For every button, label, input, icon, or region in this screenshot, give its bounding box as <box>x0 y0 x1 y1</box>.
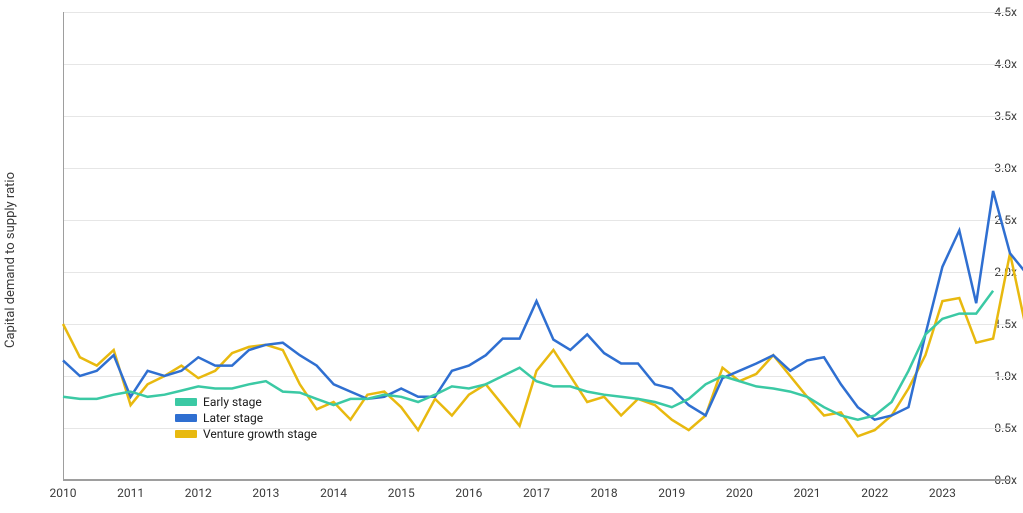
x-tick-label: 2022 <box>861 482 888 500</box>
legend-label: Later stage <box>203 411 263 425</box>
x-tick-label: 2023 <box>929 482 956 500</box>
x-tick-label: 2011 <box>117 482 144 500</box>
legend-label: Venture growth stage <box>203 427 317 441</box>
legend: Early stage Later stage Venture growth sta… <box>175 395 317 441</box>
x-tick-label: 2018 <box>591 482 618 500</box>
x-tick-label: 2019 <box>658 482 685 500</box>
series-later <box>63 191 1023 420</box>
x-tick-label: 2012 <box>185 482 212 500</box>
x-tick-label: 2013 <box>252 482 279 500</box>
x-tick-label: 2010 <box>50 482 77 500</box>
x-tick-label: 2016 <box>455 482 482 500</box>
x-tick-label: 2020 <box>726 482 753 500</box>
x-tick-label: 2021 <box>794 482 821 500</box>
x-tick-label: 2015 <box>388 482 415 500</box>
legend-swatch <box>175 414 197 422</box>
chart-container: Capital demand to supply ratio 0.0x0.5x1… <box>0 0 1023 513</box>
legend-item-early: Early stage <box>175 395 317 409</box>
legend-swatch <box>175 398 197 406</box>
legend-label: Early stage <box>203 395 262 409</box>
legend-item-growth: Venture growth stage <box>175 427 317 441</box>
x-tick-label: 2014 <box>320 482 347 500</box>
x-tick-label: 2017 <box>523 482 550 500</box>
legend-swatch <box>175 430 197 438</box>
legend-item-later: Later stage <box>175 411 317 425</box>
line-series-layer <box>0 0 1023 513</box>
